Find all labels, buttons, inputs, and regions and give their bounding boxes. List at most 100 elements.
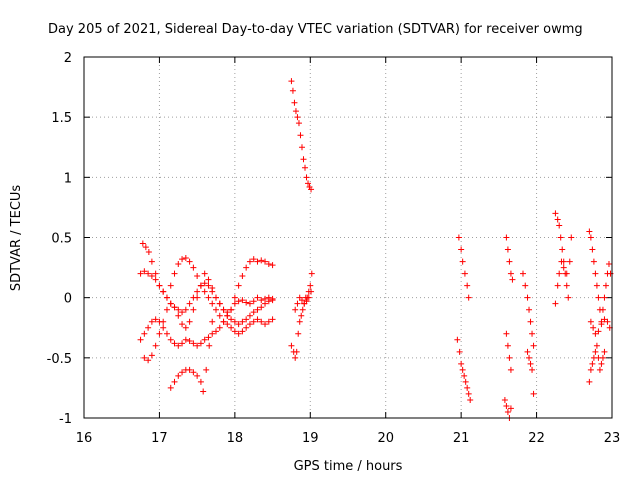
data-point [590,258,597,265]
data-point [504,246,511,253]
data-point [186,337,193,344]
y-axis-label: SDTVAR / TECUs [9,185,24,292]
data-point [262,321,269,328]
x-tick-label: 16 [76,431,93,446]
data-point [201,288,208,295]
data-point [163,306,170,313]
data-point [305,180,312,187]
data-point [459,258,466,265]
y-tick-label: -0.5 [47,352,72,367]
data-point [530,342,537,349]
data-point [175,260,182,267]
data-point [522,282,529,289]
y-tick-label: -1 [59,412,72,427]
data-point [160,318,167,325]
data-point [148,318,155,325]
data-point [458,360,465,367]
data-point [288,342,295,349]
x-tick-label: 21 [453,431,470,446]
data-point [243,324,250,331]
data-point [209,285,216,292]
data-point [556,222,563,229]
data-point [179,369,186,376]
data-point [152,342,159,349]
series-arc-q [552,258,570,307]
data-point [175,342,182,349]
data-point [292,108,299,115]
data-point [592,330,599,337]
data-point [552,210,559,217]
axis-ticks: 16 17 18 19 20 21 22 23 -1 -0.5 0 0.5 1 1.5 2 [47,51,621,446]
data-point [205,334,212,341]
data-point [243,316,250,323]
data-point [461,270,468,277]
data-points [137,78,614,421]
data-point [254,306,261,313]
data-point [231,294,238,301]
data-point [246,300,253,307]
data-point [554,282,561,289]
data-point [467,396,474,403]
data-point [194,273,201,280]
data-point [456,348,463,355]
data-point [295,120,302,127]
data-point [141,268,148,275]
data-point [203,366,210,373]
data-point [141,354,148,361]
data-point [291,99,298,106]
data-point [586,378,593,385]
data-point [308,270,315,277]
data-point [197,282,204,289]
data-point [526,306,533,313]
data-point [552,300,559,307]
data-point [599,354,606,361]
data-point [464,384,471,391]
data-point [205,294,212,301]
data-point [194,294,201,301]
data-point [563,282,570,289]
data-point [308,186,315,193]
data-point [213,294,219,301]
data-point [455,234,462,241]
data-point [145,270,152,277]
data-point [299,306,306,313]
series-arc-c [137,256,276,349]
data-point [182,336,189,343]
data-point [137,336,144,343]
data-point [294,114,301,121]
data-point [235,298,242,305]
data-point [160,288,167,295]
data-point [224,321,231,328]
data-point [186,258,193,265]
data-point [254,316,261,323]
data-point [303,174,310,181]
data-point [601,294,608,301]
series-arc-g [288,270,315,361]
data-point [220,306,227,313]
data-point [216,300,223,307]
data-point [206,342,213,349]
data-point [197,340,204,347]
data-point [190,306,197,313]
data-point [239,273,246,280]
data-point [175,312,182,319]
data-point [224,309,231,316]
data-point [589,360,596,367]
data-point [171,340,178,347]
data-point [239,328,246,335]
data-point [200,388,207,395]
data-point [298,144,305,151]
data-point [593,342,600,349]
y-tick-label: 0.5 [51,232,72,247]
x-tick-label: 17 [151,431,168,446]
data-point [163,294,170,301]
data-point [163,330,170,337]
data-point [590,324,597,331]
series-arc-m [501,396,514,421]
data-point [235,330,242,337]
data-point [292,354,299,361]
data-point [250,298,257,305]
data-point [302,164,309,171]
data-point [141,330,148,337]
